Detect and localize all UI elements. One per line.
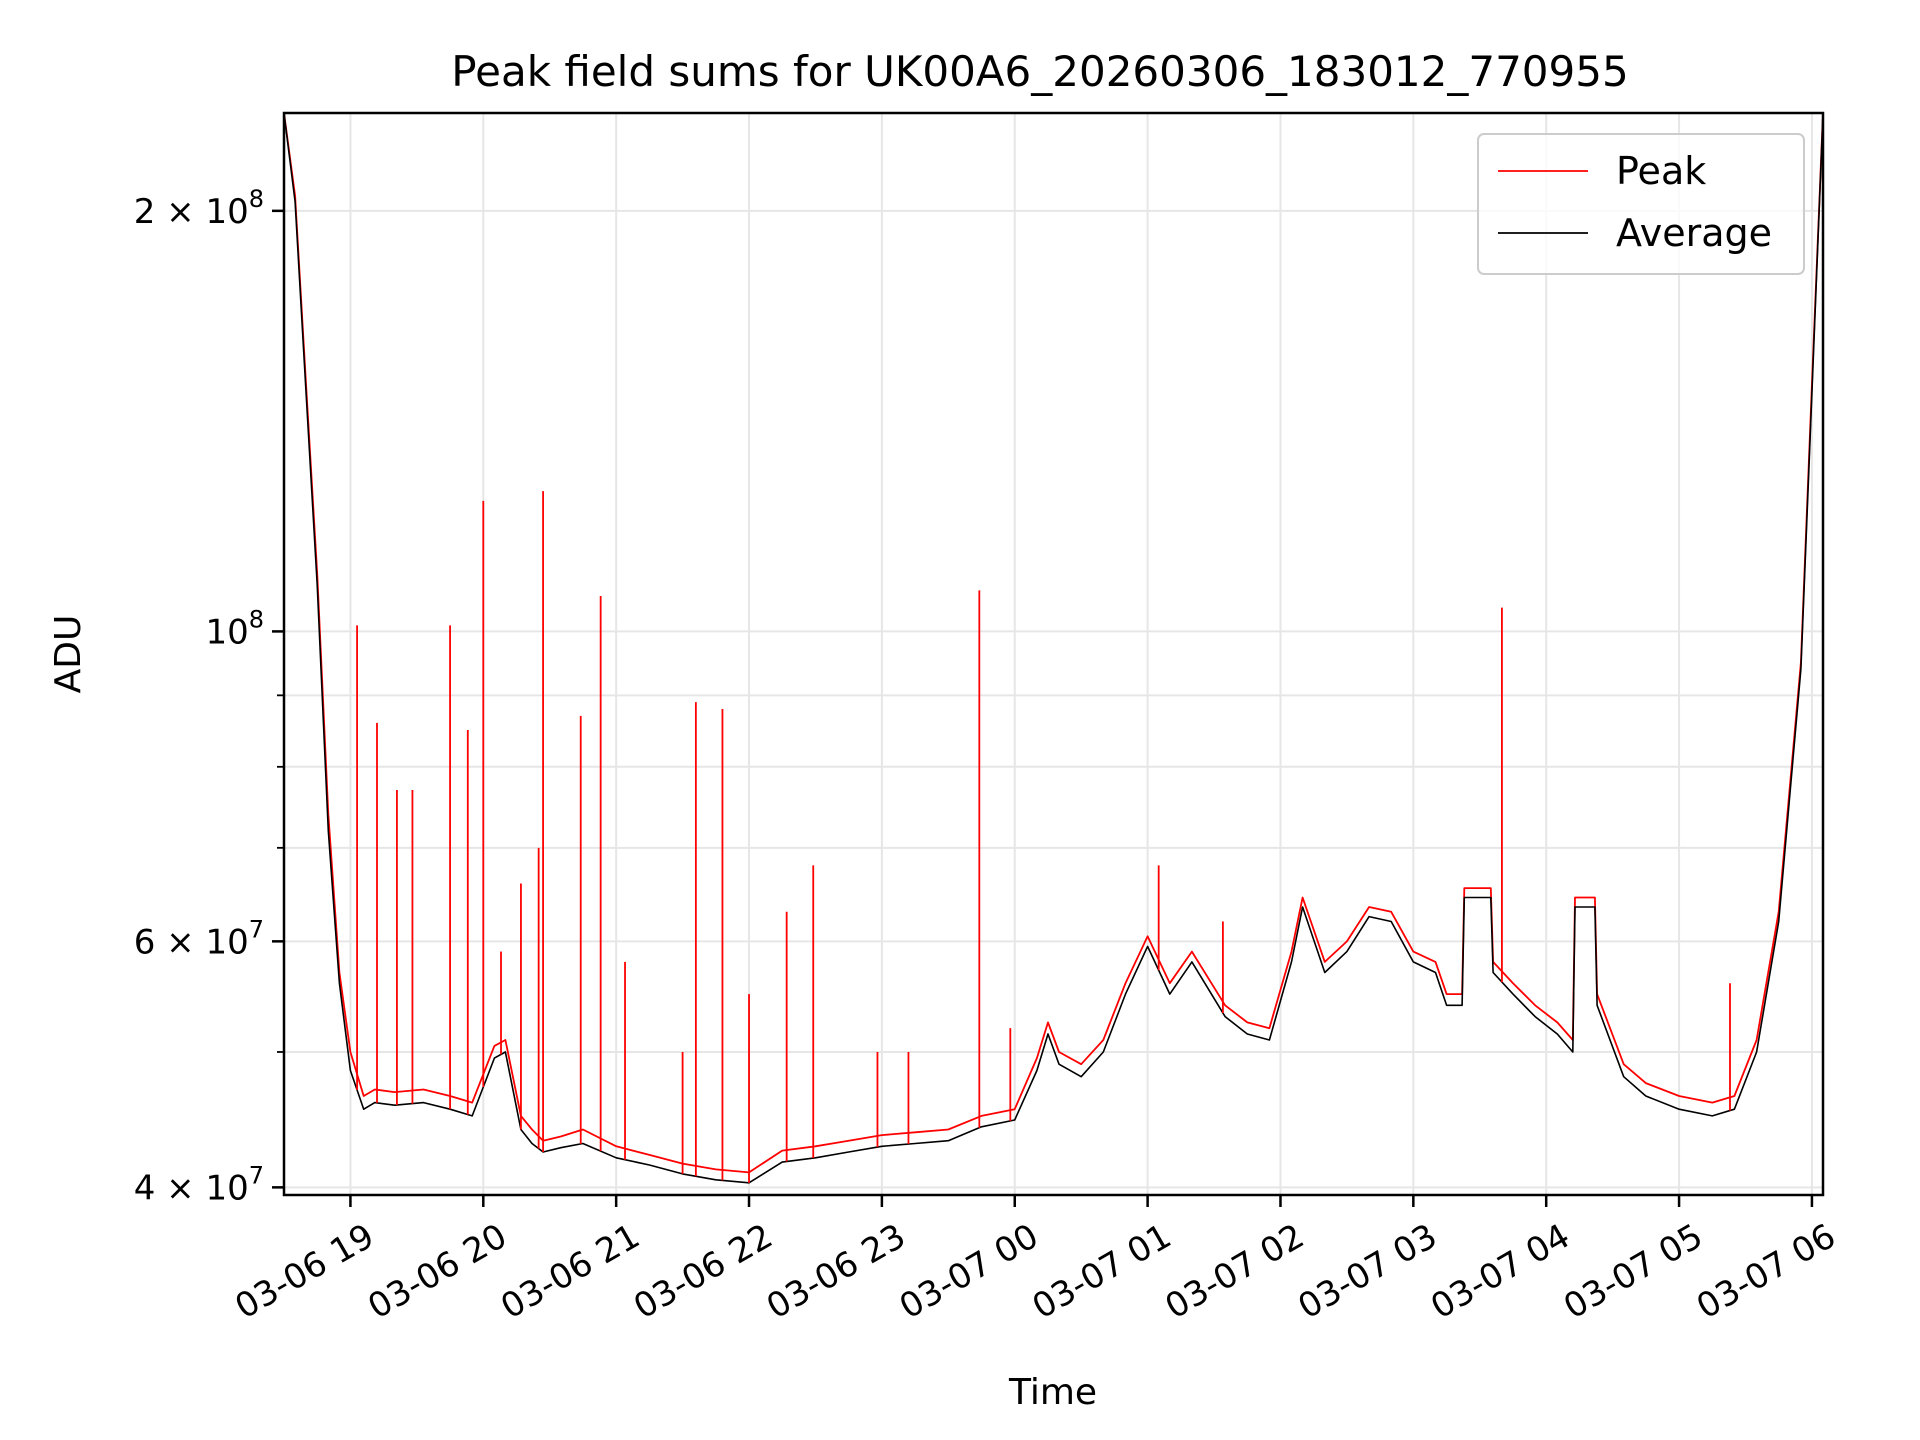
x-axis-label: Time	[1008, 1372, 1097, 1413]
y-tick-label: 108	[205, 605, 264, 652]
y-tick-label: 4 × 107	[134, 1161, 264, 1208]
x-tick-label: 03-07 01	[1026, 1216, 1178, 1327]
series-line-average	[283, 112, 1824, 1184]
legend-frame	[1477, 133, 1805, 275]
chart-title: Peak field sums for UK00A6_20260306_1830…	[451, 47, 1628, 96]
legend: Peak Average	[1477, 133, 1805, 275]
x-tick-label: 03-07 03	[1291, 1216, 1443, 1327]
y-axis-label: ADU	[48, 615, 89, 694]
y-tick-label: 2 × 108	[134, 185, 264, 232]
x-tick-label: 03-07 05	[1557, 1216, 1709, 1327]
x-tick-label: 03-06 23	[760, 1216, 912, 1327]
legend-label-peak: Peak	[1616, 149, 1706, 193]
x-tick-label: 03-07 04	[1424, 1216, 1576, 1327]
grid	[284, 113, 1823, 1195]
plot-area	[283, 112, 1824, 1184]
x-tick-label: 03-07 06	[1690, 1216, 1842, 1327]
x-tick-label: 03-06 20	[361, 1216, 513, 1327]
x-tick-label: 03-06 22	[627, 1216, 779, 1327]
legend-label-average: Average	[1616, 211, 1772, 255]
x-tick-label: 03-07 00	[893, 1216, 1045, 1327]
x-tick-label: 03-06 21	[494, 1216, 646, 1327]
y-tick-label: 6 × 107	[134, 915, 264, 962]
x-tick-label: 03-06 19	[229, 1216, 381, 1327]
x-tick-label: 03-07 02	[1159, 1216, 1311, 1327]
y-axis: 4 × 107 6 × 107 108 2 × 108	[134, 185, 284, 1208]
axes-frame	[282, 111, 1825, 1197]
